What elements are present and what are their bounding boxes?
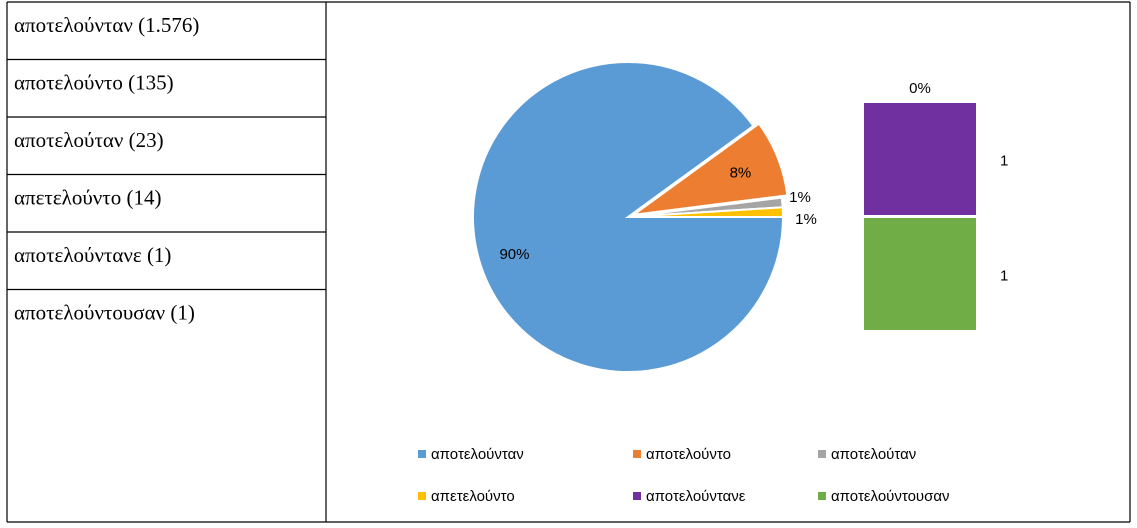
bar-label: 1: [1000, 268, 1008, 285]
legend-label: αποτελούταν: [831, 446, 916, 463]
table-cell: αποτελούντο (135): [14, 71, 174, 95]
table-cell: αποτελούταν (23): [14, 128, 164, 152]
pie-slice: [627, 206, 785, 218]
legend-swatch: [418, 450, 426, 458]
table-cell: αποτελούνταν (1.576): [14, 13, 199, 37]
legend-swatch: [818, 450, 826, 458]
table-cell: απετελούντο (14): [14, 186, 161, 210]
legend-swatch: [633, 492, 641, 500]
legend-label: αποτελούντανε: [646, 488, 746, 505]
bar-segment: [864, 103, 976, 215]
slice-label: 1%: [789, 189, 811, 206]
legend-label: αποτελούντουσαν: [831, 488, 950, 505]
other-label: 0%: [909, 80, 931, 97]
legend-swatch: [818, 492, 826, 500]
pie-slice: [632, 122, 789, 216]
table-borders: [6, 1, 1131, 523]
bar-segment: [864, 218, 976, 330]
legend-label: απετελούντο: [431, 488, 515, 505]
legend-swatch: [418, 492, 426, 500]
table-cell: αποτελούντανε (1): [14, 243, 171, 267]
slice-label: 1%: [795, 211, 817, 228]
slice-label: 90%: [499, 246, 529, 263]
slice-label: 8%: [730, 164, 752, 181]
legend-label: αποτελούντο: [646, 446, 731, 463]
table-cell: αποτελούντουσαν (1): [14, 301, 195, 325]
bar-label: 1: [1000, 153, 1008, 170]
legend-label: αποτελούνταν: [431, 446, 524, 463]
legend-swatch: [633, 450, 641, 458]
